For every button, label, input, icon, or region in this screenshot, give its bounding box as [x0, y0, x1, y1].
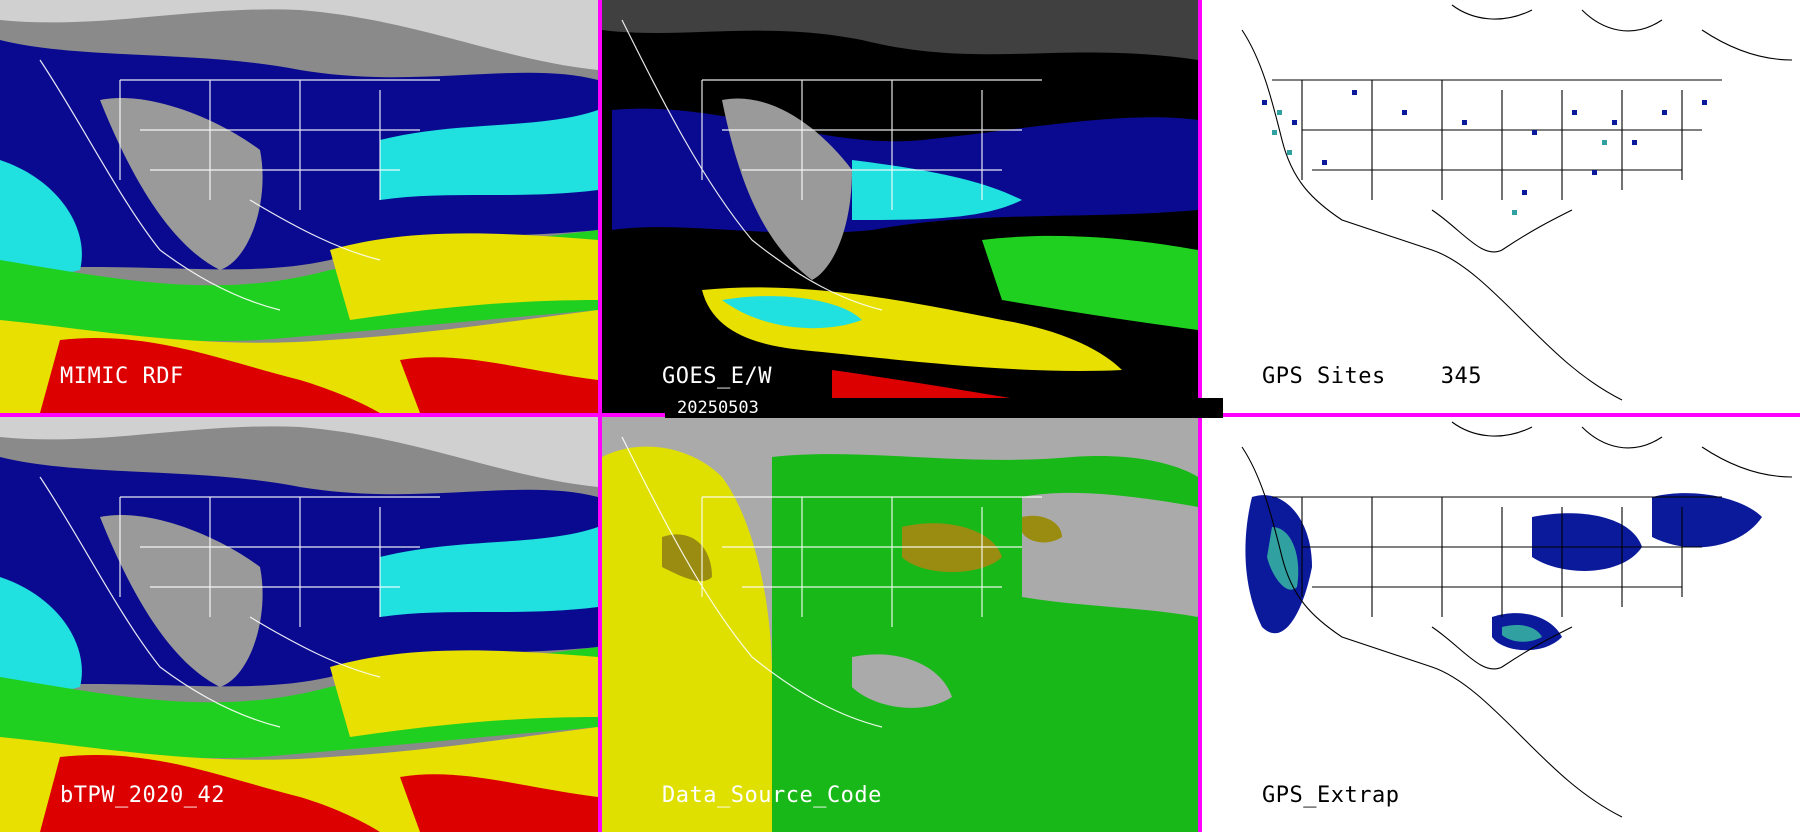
data-source-map — [602, 417, 1198, 832]
panel-label: GPS Sites 345 — [1262, 364, 1482, 389]
panel-data-source-code: Data_Source_Code — [602, 417, 1198, 832]
timestamp-bar: 20250503 — [665, 398, 1223, 418]
btpw-map — [0, 417, 598, 832]
mimic-rdf-map — [0, 0, 598, 413]
gps-sites-map — [1202, 0, 1800, 413]
panel-btpw: bTPW_2020_42 — [0, 417, 598, 832]
panel-mimic-rdf: MIMIC RDF — [0, 0, 598, 413]
panel-label: GOES_E/W — [662, 364, 772, 389]
panel-goes-ew: GOES_E/W — [602, 0, 1198, 413]
panel-label: MIMIC RDF — [60, 364, 184, 389]
gps-sites-title: GPS Sites — [1262, 364, 1386, 389]
panel-label: bTPW_2020_42 — [60, 783, 225, 808]
goes-ew-map — [602, 0, 1198, 413]
panel-gps-extrap: GPS_Extrap — [1202, 417, 1800, 832]
panel-label: Data_Source_Code — [662, 783, 882, 808]
panel-label: GPS_Extrap — [1262, 783, 1400, 808]
panel-gps-sites: GPS Sites 345 — [1202, 0, 1800, 413]
gps-sites-count: 345 — [1440, 364, 1482, 389]
divider-vertical-left — [598, 0, 602, 832]
gps-extrap-map — [1202, 417, 1800, 832]
